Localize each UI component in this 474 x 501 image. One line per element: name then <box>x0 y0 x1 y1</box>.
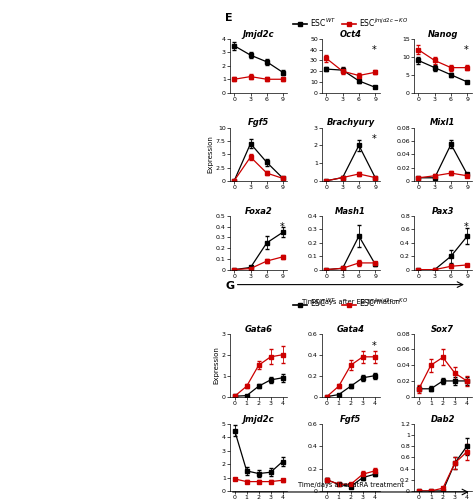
Text: *: * <box>372 46 376 56</box>
Text: *: * <box>464 46 468 56</box>
Text: *: * <box>279 222 284 232</box>
Legend: ESC$^{WT}$, ESC$^{Jmjd2c-KO}$: ESC$^{WT}$, ESC$^{Jmjd2c-KO}$ <box>290 294 411 312</box>
Title: Sox7: Sox7 <box>431 325 455 334</box>
Title: Oct4: Oct4 <box>340 30 362 39</box>
Title: Fgf5: Fgf5 <box>340 415 361 424</box>
Title: Foxa2: Foxa2 <box>245 207 273 216</box>
Text: E: E <box>225 13 233 23</box>
Y-axis label: Expression: Expression <box>213 346 219 384</box>
Title: Mixl1: Mixl1 <box>430 118 456 127</box>
Text: *: * <box>464 222 468 232</box>
Title: Brachyury: Brachyury <box>327 118 375 127</box>
Text: *: * <box>372 341 376 351</box>
Y-axis label: Expression: Expression <box>207 135 213 173</box>
Legend: ESC$^{WT}$, ESC$^{Jmjd2c-KO}$: ESC$^{WT}$, ESC$^{Jmjd2c-KO}$ <box>290 14 411 32</box>
Title: Pax3: Pax3 <box>432 207 454 216</box>
Title: Gata4: Gata4 <box>337 325 365 334</box>
Title: Nanog: Nanog <box>428 30 458 39</box>
Text: G: G <box>225 281 234 291</box>
Title: Fgf5: Fgf5 <box>248 118 269 127</box>
Text: *: * <box>372 134 376 144</box>
Title: Dab2: Dab2 <box>430 415 455 424</box>
Title: Mash1: Mash1 <box>335 207 366 216</box>
Text: Time/days after atRA treatment: Time/days after atRA treatment <box>298 482 404 488</box>
Title: Jmjd2c: Jmjd2c <box>243 415 274 424</box>
Title: Jmjd2c: Jmjd2c <box>243 30 274 39</box>
Title: Gata6: Gata6 <box>245 325 273 334</box>
Text: Time/days after EB formation: Time/days after EB formation <box>302 300 400 306</box>
